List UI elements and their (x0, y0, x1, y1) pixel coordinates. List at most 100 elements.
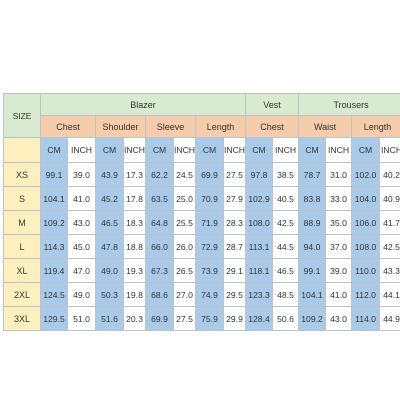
table-cell: 45.0 (67, 234, 96, 259)
table-cell: 42.5 (379, 234, 400, 259)
table-row: 2XL 124.5 49.0 50.3 19.8 68.6 27.0 74.9 29.5 123.… (3, 282, 400, 307)
table-cell: 33.0 (325, 186, 353, 211)
table-cell: 26.5 (173, 258, 196, 283)
table-cell: 94.0 (298, 234, 327, 259)
table-cell: 40.5 (272, 186, 300, 211)
table-cell: 29.1 (222, 258, 247, 283)
table-cell: 50.3 (95, 282, 124, 307)
size-label: 3XL (3, 306, 41, 331)
table-cell: 106.0 (351, 210, 381, 235)
table-cell: 128.4 (245, 306, 274, 331)
measure-header-blazer-chest: Chest (40, 115, 96, 138)
table-cell: 51.0 (67, 306, 96, 331)
measure-header-trousers-waist: Waist (298, 115, 353, 138)
table-cell: 35.0 (325, 210, 353, 235)
size-label: 2XL (3, 282, 41, 307)
table-cell: 62.2 (145, 162, 174, 187)
table-cell: 29.9 (222, 306, 247, 331)
unit-header-inch: INCH (379, 137, 400, 163)
table-cell: 26.0 (173, 234, 196, 259)
table-cell: 24.5 (173, 162, 196, 187)
unit-header-inch: INCH (272, 137, 300, 163)
table-cell: 114.0 (351, 306, 381, 331)
size-label: M (3, 210, 41, 235)
table-cell: 42.5 (272, 210, 300, 235)
table-cell: 72.9 (195, 234, 224, 259)
table-cell: 38.5 (272, 162, 300, 187)
table-cell: 129.5 (40, 306, 68, 331)
table-cell: 41.0 (67, 186, 96, 211)
table-cell: 51.6 (95, 306, 124, 331)
table-cell: 49.0 (95, 258, 124, 283)
group-header-row: SIZE Blazer Vest Trousers (3, 93, 400, 138)
table-cell: 28.3 (222, 210, 247, 235)
table-cell: 114.3 (40, 234, 68, 259)
unit-header-cm: CM (298, 137, 327, 163)
table-cell: 113.1 (245, 234, 274, 259)
table-cell: 109.2 (298, 306, 327, 331)
table-cell: 102.9 (245, 186, 274, 211)
table-cell: 119.4 (40, 258, 68, 283)
table-cell: 63.5 (145, 186, 174, 211)
table-cell: 43.0 (67, 210, 96, 235)
table-cell: 46.5 (95, 210, 124, 235)
table-cell: 97.8 (245, 162, 274, 187)
measure-header-blazer-sleeve: Sleeve (145, 115, 196, 138)
table-cell: 18.3 (123, 210, 146, 235)
size-label: L (3, 234, 41, 259)
table-cell: 99.1 (298, 258, 327, 283)
table-cell: 43.0 (325, 306, 353, 331)
table-cell: 66.0 (145, 234, 174, 259)
table-cell: 78.7 (298, 162, 327, 187)
table-cell: 123.3 (245, 282, 274, 307)
unit-header-cm: CM (40, 137, 68, 163)
table-row: XS 99.1 39.0 43.9 17.3 62.2 24.5 69.9 27.5 97.8 38… (3, 162, 400, 187)
table-cell: 25.0 (173, 186, 196, 211)
table-cell: 104.0 (351, 186, 381, 211)
size-column-header: SIZE (3, 93, 41, 138)
size-label: XS (3, 162, 41, 187)
table-cell: 47.0 (67, 258, 96, 283)
unit-header-row: CM INCH CM INCH CM INCH CM INCH CM INCH CM INCH CM IN… (3, 137, 400, 163)
table-cell: 110.0 (351, 258, 381, 283)
table-cell: 27.9 (222, 186, 247, 211)
table-cell: 102.0 (351, 162, 381, 187)
table-cell: 49.0 (67, 282, 96, 307)
table-cell: 109.2 (40, 210, 68, 235)
table-cell: 45.2 (95, 186, 124, 211)
unit-header-cm: CM (145, 137, 174, 163)
table-cell: 18.8 (123, 234, 146, 259)
table-row: M 109.2 43.0 46.5 18.3 64.8 25.5 71.9 28.3 108.0 4… (3, 210, 400, 235)
unit-header-cm: CM (95, 137, 124, 163)
measure-header-blazer-shoulder: Shoulder (95, 115, 146, 138)
table-cell: 20.3 (123, 306, 146, 331)
table-cell: 47.8 (95, 234, 124, 259)
group-header-vest: Vest (245, 93, 300, 116)
table-cell: 118.1 (245, 258, 274, 283)
size-label: XL (3, 258, 41, 283)
table-cell: 17.8 (123, 186, 146, 211)
table-cell: 19.3 (123, 258, 146, 283)
unit-header-inch: INCH (123, 137, 146, 163)
table-cell: 27.0 (173, 282, 196, 307)
table-row: 3XL 129.5 51.0 51.6 20.3 69.9 27.5 75.9 29.9 128.… (3, 306, 400, 331)
table-cell: 39.0 (67, 162, 96, 187)
table-cell: 112.0 (351, 282, 381, 307)
size-label: S (3, 186, 41, 211)
unit-header-cm: CM (195, 137, 224, 163)
table-cell: 88.9 (298, 210, 327, 235)
table-cell: 104.1 (40, 186, 68, 211)
table-cell: 108.0 (245, 210, 274, 235)
unit-header-inch: INCH (67, 137, 96, 163)
table-cell: 27.5 (173, 306, 196, 331)
table-row: L 114.3 45.0 47.8 18.8 66.0 26.0 72.9 28.7 113.1 4… (3, 234, 400, 259)
measure-header-vest-chest: Chest (245, 115, 300, 138)
table-cell: 99.1 (40, 162, 68, 187)
table-cell: 70.9 (195, 186, 224, 211)
table-cell: 28.7 (222, 234, 247, 259)
unit-header-spacer (3, 137, 41, 163)
unit-header-cm: CM (351, 137, 381, 163)
table-cell: 41.7 (379, 210, 400, 235)
table-cell: 71.9 (195, 210, 224, 235)
table-cell: 44.5 (272, 234, 300, 259)
